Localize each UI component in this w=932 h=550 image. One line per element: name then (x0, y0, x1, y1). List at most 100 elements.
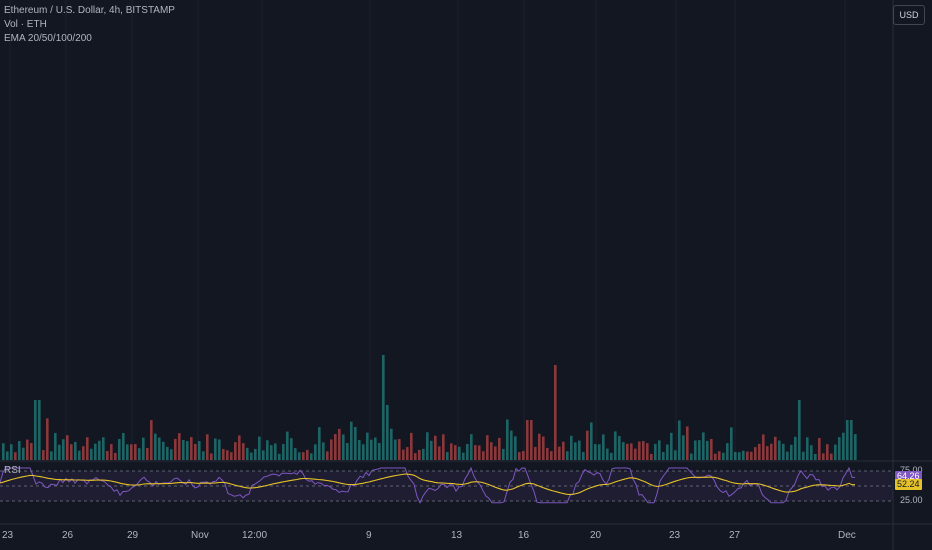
volume-bar (778, 440, 781, 460)
volume-bar (230, 452, 233, 460)
volume-bar (118, 439, 121, 460)
volume-bar (94, 443, 97, 460)
volume-bar (854, 434, 857, 460)
volume-bar (290, 438, 293, 460)
time-tick-label: Dec (838, 530, 856, 541)
volume-bar (434, 435, 437, 460)
volume-bar (410, 432, 413, 460)
volume-bar (530, 420, 533, 460)
time-tick-label: 16 (518, 530, 530, 541)
volume-bar (82, 446, 85, 460)
symbol-title[interactable]: Ethereum / U.S. Dollar, 4h, BITSTAMP (4, 5, 175, 16)
volume-bar (718, 451, 721, 460)
volume-bar (494, 446, 497, 460)
volume-bar (214, 438, 217, 460)
volume-bar (162, 441, 165, 460)
volume-bar (786, 451, 789, 460)
volume-bar (770, 443, 773, 460)
volume-bar (554, 365, 557, 460)
grid (9, 0, 846, 460)
volume-bar (830, 453, 833, 460)
volume-bar (310, 453, 313, 460)
volume-bar (662, 452, 665, 460)
volume-bar (342, 434, 345, 460)
volume-bar (38, 400, 41, 460)
volume-bar (78, 450, 81, 460)
volume-bar (70, 444, 73, 460)
volume-bar (694, 440, 697, 460)
volume-bar (710, 439, 713, 460)
rsi-tick-label: 25.00 (900, 495, 923, 505)
volume-bar (22, 447, 25, 460)
volume-bar (218, 439, 221, 460)
volume-bar (722, 452, 725, 460)
volume-bar (182, 440, 185, 460)
volume-bar (278, 453, 281, 460)
rsi-legend[interactable]: RSI (4, 465, 21, 476)
volume-bar (18, 441, 21, 460)
currency-button[interactable]: USD (893, 5, 925, 25)
volume-bar (210, 453, 213, 460)
volume-bar (54, 432, 57, 460)
volume-bar (526, 420, 529, 460)
volume-bar (258, 436, 261, 460)
volume-bar (102, 437, 105, 460)
volume-bar (350, 421, 353, 460)
volume-bar (698, 440, 701, 460)
time-tick-label: 13 (451, 530, 463, 541)
volume-bar (14, 452, 17, 460)
volume-bar (502, 448, 505, 460)
volume-bar (366, 432, 369, 460)
volume-bar (194, 443, 197, 460)
volume-bar (354, 427, 357, 460)
volume-bar (418, 449, 421, 460)
volume-bar (678, 420, 681, 460)
volume-bar (546, 447, 549, 460)
volume-bar (666, 444, 669, 460)
volume-bar (222, 448, 225, 460)
volume-bar (186, 441, 189, 460)
volume-bar (534, 446, 537, 460)
volume-bar (578, 440, 581, 460)
rsi-line (0, 466, 855, 505)
volume-bar (626, 443, 629, 460)
ema-legend[interactable]: EMA 20/50/100/200 (4, 33, 92, 44)
volume-bar (414, 453, 417, 460)
volume-bar (146, 448, 149, 460)
volume-bar (674, 450, 677, 460)
time-tick-label: 23 (2, 530, 14, 541)
volume-bar (98, 440, 101, 460)
volume-bar (814, 453, 817, 460)
volume-bar (58, 444, 61, 460)
volume-bar (474, 445, 477, 460)
volume-bar (774, 436, 777, 460)
volume-bar (630, 443, 633, 460)
volume-bar (762, 434, 765, 460)
volume-bar (510, 430, 513, 460)
volume-bar (470, 434, 473, 460)
volume-bar (42, 450, 45, 460)
volume-bar (286, 431, 289, 460)
volume-bar (234, 442, 237, 460)
volume-legend[interactable]: Vol · ETH (4, 19, 47, 30)
time-tick-label: Nov (191, 530, 209, 541)
volume-bar (150, 420, 153, 460)
volume-bar (386, 405, 389, 460)
volume-bar (454, 445, 457, 460)
volume-bar (190, 437, 193, 460)
volume-bar (794, 436, 797, 460)
volume-bar (430, 440, 433, 460)
volume-bar (66, 435, 69, 460)
volume-bar (458, 446, 461, 460)
volume-bar (754, 447, 757, 460)
volume-bar (558, 446, 561, 460)
volume-bar (650, 453, 653, 460)
volume-bar (602, 434, 605, 460)
volume-bar (402, 449, 405, 460)
time-tick-label: 20 (590, 530, 602, 541)
volume-bar (370, 439, 373, 460)
volume-bar (798, 400, 801, 460)
volume-bar (262, 450, 265, 460)
volume-bar (490, 442, 493, 460)
